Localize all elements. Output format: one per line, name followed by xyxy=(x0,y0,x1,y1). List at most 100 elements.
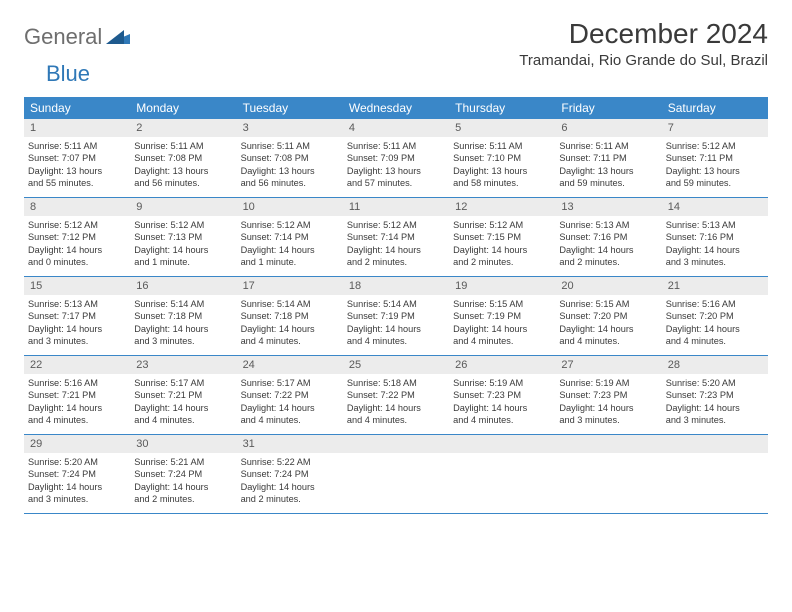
sunrise-text: Sunrise: 5:12 AM xyxy=(666,140,764,152)
calendar-day: 6Sunrise: 5:11 AMSunset: 7:11 PMDaylight… xyxy=(555,119,661,197)
weekday-header-row: Sunday Monday Tuesday Wednesday Thursday… xyxy=(24,97,768,119)
day-number: 1 xyxy=(24,119,130,137)
sunrise-text: Sunrise: 5:16 AM xyxy=(28,377,126,389)
day-details: Sunrise: 5:11 AMSunset: 7:08 PMDaylight:… xyxy=(130,137,236,190)
day-number: 30 xyxy=(130,435,236,453)
sunrise-text: Sunrise: 5:15 AM xyxy=(559,298,657,310)
daylight-text-1: Daylight: 14 hours xyxy=(28,402,126,414)
weekday-friday: Friday xyxy=(555,97,661,119)
daylight-text-2: and 2 minutes. xyxy=(347,256,445,268)
daylight-text-2: and 2 minutes. xyxy=(559,256,657,268)
daylight-text-2: and 3 minutes. xyxy=(559,414,657,426)
sunrise-text: Sunrise: 5:11 AM xyxy=(347,140,445,152)
day-number: 18 xyxy=(343,277,449,295)
sunset-text: Sunset: 7:22 PM xyxy=(347,389,445,401)
daylight-text-2: and 2 minutes. xyxy=(453,256,551,268)
day-number: 2 xyxy=(130,119,236,137)
daylight-text-2: and 55 minutes. xyxy=(28,177,126,189)
calendar-day: 10Sunrise: 5:12 AMSunset: 7:14 PMDayligh… xyxy=(237,198,343,276)
daylight-text-2: and 56 minutes. xyxy=(241,177,339,189)
daylight-text-2: and 3 minutes. xyxy=(666,256,764,268)
header-right: December 2024 Tramandai, Rio Grande do S… xyxy=(519,18,768,69)
sunset-text: Sunset: 7:14 PM xyxy=(347,231,445,243)
daylight-text-2: and 4 minutes. xyxy=(453,335,551,347)
daylight-text-1: Daylight: 14 hours xyxy=(241,244,339,256)
calendar-day xyxy=(449,435,555,513)
daylight-text-1: Daylight: 13 hours xyxy=(347,165,445,177)
daylight-text-2: and 4 minutes. xyxy=(347,414,445,426)
day-number: 10 xyxy=(237,198,343,216)
sunset-text: Sunset: 7:11 PM xyxy=(559,152,657,164)
weeks-container: 1Sunrise: 5:11 AMSunset: 7:07 PMDaylight… xyxy=(24,119,768,514)
calendar-day: 8Sunrise: 5:12 AMSunset: 7:12 PMDaylight… xyxy=(24,198,130,276)
day-details: Sunrise: 5:18 AMSunset: 7:22 PMDaylight:… xyxy=(343,374,449,427)
day-number: 20 xyxy=(555,277,661,295)
day-number: 27 xyxy=(555,356,661,374)
daylight-text-1: Daylight: 14 hours xyxy=(666,323,764,335)
daylight-text-2: and 56 minutes. xyxy=(134,177,232,189)
day-details: Sunrise: 5:13 AMSunset: 7:16 PMDaylight:… xyxy=(662,216,768,269)
day-number: 25 xyxy=(343,356,449,374)
day-details: Sunrise: 5:13 AMSunset: 7:17 PMDaylight:… xyxy=(24,295,130,348)
day-number-empty xyxy=(555,435,661,453)
day-details: Sunrise: 5:17 AMSunset: 7:22 PMDaylight:… xyxy=(237,374,343,427)
sunset-text: Sunset: 7:11 PM xyxy=(666,152,764,164)
daylight-text-1: Daylight: 14 hours xyxy=(347,402,445,414)
daylight-text-2: and 3 minutes. xyxy=(28,335,126,347)
daylight-text-2: and 2 minutes. xyxy=(134,493,232,505)
sunset-text: Sunset: 7:19 PM xyxy=(347,310,445,322)
day-details: Sunrise: 5:22 AMSunset: 7:24 PMDaylight:… xyxy=(237,453,343,506)
daylight-text-2: and 4 minutes. xyxy=(347,335,445,347)
sunrise-text: Sunrise: 5:11 AM xyxy=(241,140,339,152)
daylight-text-1: Daylight: 14 hours xyxy=(134,323,232,335)
sunset-text: Sunset: 7:13 PM xyxy=(134,231,232,243)
day-details: Sunrise: 5:21 AMSunset: 7:24 PMDaylight:… xyxy=(130,453,236,506)
sunrise-text: Sunrise: 5:14 AM xyxy=(241,298,339,310)
calendar-day: 13Sunrise: 5:13 AMSunset: 7:16 PMDayligh… xyxy=(555,198,661,276)
logo: General xyxy=(24,18,132,50)
day-number: 13 xyxy=(555,198,661,216)
day-details: Sunrise: 5:14 AMSunset: 7:19 PMDaylight:… xyxy=(343,295,449,348)
daylight-text-1: Daylight: 14 hours xyxy=(453,402,551,414)
weekday-saturday: Saturday xyxy=(662,97,768,119)
day-number: 5 xyxy=(449,119,555,137)
day-number: 31 xyxy=(237,435,343,453)
weekday-wednesday: Wednesday xyxy=(343,97,449,119)
day-details: Sunrise: 5:20 AMSunset: 7:23 PMDaylight:… xyxy=(662,374,768,427)
day-details: Sunrise: 5:11 AMSunset: 7:07 PMDaylight:… xyxy=(24,137,130,190)
calendar-day: 19Sunrise: 5:15 AMSunset: 7:19 PMDayligh… xyxy=(449,277,555,355)
sunset-text: Sunset: 7:08 PM xyxy=(134,152,232,164)
day-number: 8 xyxy=(24,198,130,216)
daylight-text-2: and 4 minutes. xyxy=(241,414,339,426)
sunrise-text: Sunrise: 5:13 AM xyxy=(666,219,764,231)
calendar-week: 8Sunrise: 5:12 AMSunset: 7:12 PMDaylight… xyxy=(24,198,768,277)
sunrise-text: Sunrise: 5:16 AM xyxy=(666,298,764,310)
day-number: 21 xyxy=(662,277,768,295)
calendar-week: 1Sunrise: 5:11 AMSunset: 7:07 PMDaylight… xyxy=(24,119,768,198)
sunset-text: Sunset: 7:19 PM xyxy=(453,310,551,322)
calendar-day: 28Sunrise: 5:20 AMSunset: 7:23 PMDayligh… xyxy=(662,356,768,434)
location-label: Tramandai, Rio Grande do Sul, Brazil xyxy=(519,52,768,69)
daylight-text-1: Daylight: 14 hours xyxy=(241,402,339,414)
daylight-text-2: and 4 minutes. xyxy=(453,414,551,426)
sunset-text: Sunset: 7:23 PM xyxy=(453,389,551,401)
calendar-day: 11Sunrise: 5:12 AMSunset: 7:14 PMDayligh… xyxy=(343,198,449,276)
day-details: Sunrise: 5:11 AMSunset: 7:09 PMDaylight:… xyxy=(343,137,449,190)
daylight-text-2: and 4 minutes. xyxy=(666,335,764,347)
sunset-text: Sunset: 7:21 PM xyxy=(134,389,232,401)
calendar-day: 17Sunrise: 5:14 AMSunset: 7:18 PMDayligh… xyxy=(237,277,343,355)
sunrise-text: Sunrise: 5:14 AM xyxy=(134,298,232,310)
day-details: Sunrise: 5:16 AMSunset: 7:21 PMDaylight:… xyxy=(24,374,130,427)
sunrise-text: Sunrise: 5:20 AM xyxy=(28,456,126,468)
daylight-text-1: Daylight: 14 hours xyxy=(453,323,551,335)
daylight-text-2: and 0 minutes. xyxy=(28,256,126,268)
month-title: December 2024 xyxy=(519,18,768,50)
sunrise-text: Sunrise: 5:17 AM xyxy=(134,377,232,389)
logo-text-blue: Blue xyxy=(46,61,90,87)
day-details: Sunrise: 5:12 AMSunset: 7:11 PMDaylight:… xyxy=(662,137,768,190)
sunset-text: Sunset: 7:24 PM xyxy=(134,468,232,480)
calendar-day: 21Sunrise: 5:16 AMSunset: 7:20 PMDayligh… xyxy=(662,277,768,355)
daylight-text-1: Daylight: 13 hours xyxy=(666,165,764,177)
calendar-day: 29Sunrise: 5:20 AMSunset: 7:24 PMDayligh… xyxy=(24,435,130,513)
sunset-text: Sunset: 7:16 PM xyxy=(559,231,657,243)
